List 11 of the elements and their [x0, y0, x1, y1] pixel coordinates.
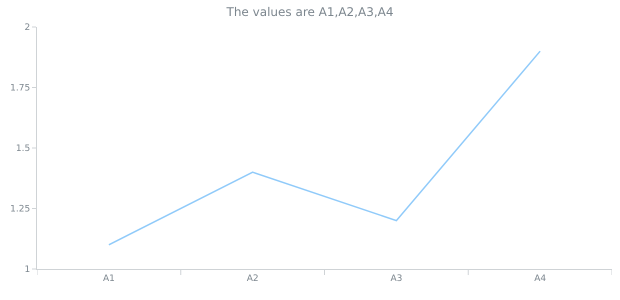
x-tick-label: A2: [246, 274, 259, 284]
y-tick-label: 1.75: [10, 84, 30, 94]
x-tick-label: A1: [102, 274, 115, 284]
chart-title: The values are A1,A2,A3,A4: [225, 4, 394, 19]
y-tick-label: 1: [24, 265, 30, 276]
x-tick-label: A4: [534, 274, 546, 284]
line-series: [108, 50, 541, 246]
y-tick-label: 1.5: [16, 144, 30, 154]
y-tick-label: 1.25: [10, 204, 30, 215]
y-tick-label: 2: [24, 23, 30, 34]
x-tick-label: A3: [390, 274, 402, 284]
